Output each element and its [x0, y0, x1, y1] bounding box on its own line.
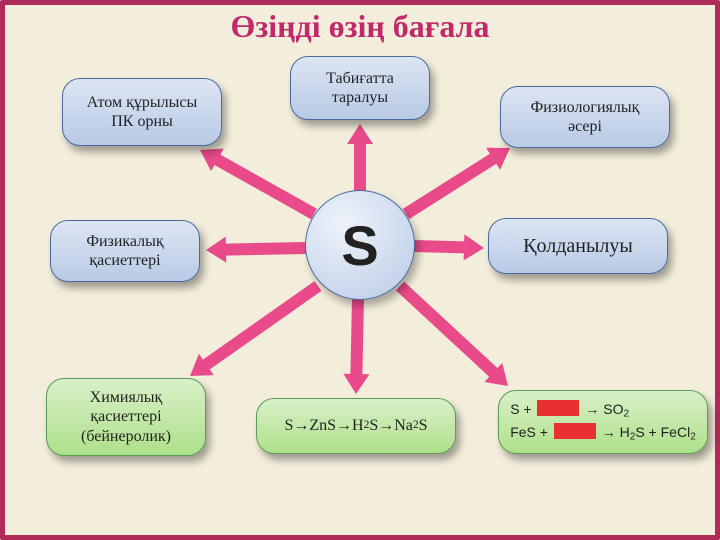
node-n1: Атом құрылысы ПК орны — [62, 78, 222, 146]
arrow-to-n1 — [200, 149, 317, 220]
arrow-to-n2 — [347, 124, 373, 192]
page-title: Өзіңді өзің бағала — [0, 8, 720, 45]
arrow-to-n7 — [343, 298, 369, 394]
node-label: Табиғатта таралуы — [326, 69, 394, 107]
node-label: Қолданылуы — [523, 234, 633, 258]
node-label: Физикалық қасиеттері — [86, 232, 163, 270]
node-n8: S + → SO2FeS + → H2S + FeCl2 — [498, 390, 708, 454]
node-n4: Физикалық қасиеттері — [50, 220, 200, 282]
arrow-to-n8 — [396, 282, 508, 386]
arrow-to-n4 — [206, 237, 306, 263]
arrow-to-n6 — [190, 281, 322, 376]
node-n6: Химиялық қасиеттері (бейнеролик) — [46, 378, 206, 456]
arrow-to-n3 — [403, 148, 510, 219]
node-n7: S→ZnS→H2S→Na2S — [256, 398, 456, 454]
node-n2: Табиғатта таралуы — [290, 56, 430, 120]
node-label: Химиялық қасиеттері (бейнеролик) — [81, 388, 171, 446]
arrow-to-n5 — [414, 234, 484, 260]
center-node: S — [305, 190, 415, 300]
center-label: S — [341, 213, 378, 278]
node-n5: Қолданылуы — [488, 218, 668, 274]
node-label: Атом құрылысы ПК орны — [87, 93, 197, 131]
node-label: Физиологиялық әсері — [531, 98, 640, 136]
node-n3: Физиологиялық әсері — [500, 86, 670, 148]
diagram-stage: Өзіңді өзің бағала S Атом құрылысы ПК ор… — [0, 0, 720, 540]
